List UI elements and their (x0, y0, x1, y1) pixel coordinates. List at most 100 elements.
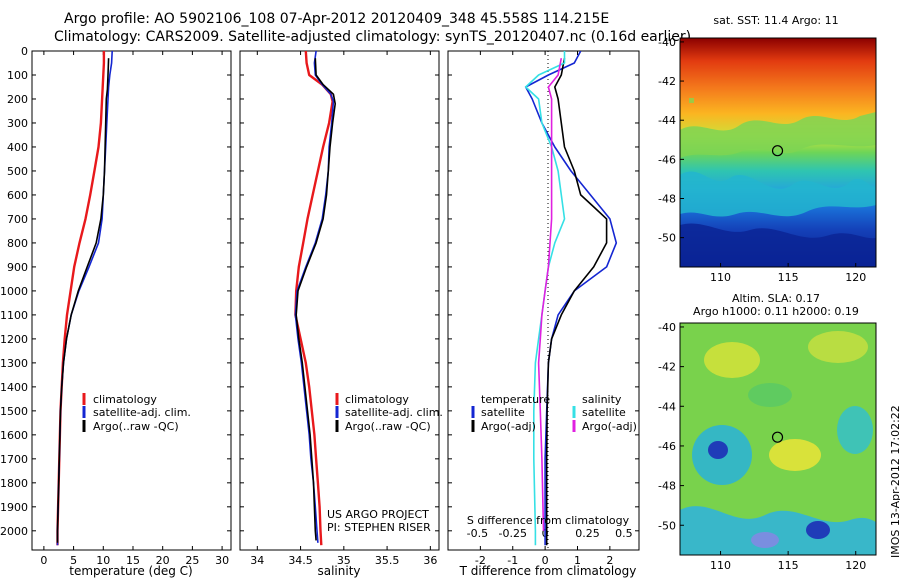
map-y-tick-label: -50 (658, 519, 676, 532)
x-tick-label: 30 (215, 554, 229, 567)
x-tick-label: -2 (475, 554, 486, 567)
legend-label-s-argo: Argo(-adj) (582, 420, 637, 433)
map-y-tick-label: -46 (658, 153, 676, 166)
sst-map-panel: sat. SST: 11.4 Argo: 11 110 115 120 -40 -42 -… (658, 14, 877, 284)
temperature-ticks: 0 5 10 15 20 25 300100200300400500600700800900… (0, 45, 231, 567)
difference-legend: temperature satellite Argo(-adj) salinit… (471, 393, 637, 433)
series-line-argo-raw-qc- (56, 58, 110, 543)
x2-tick-label: 0.25 (575, 527, 600, 540)
sst-cold-pool (680, 223, 876, 267)
sla-mid-blob (748, 383, 792, 407)
x-tick-label: -1 (507, 554, 518, 567)
x-tick-label: 36 (423, 554, 437, 567)
map-x-tick-label: 115 (778, 271, 799, 284)
sla-high-blob (704, 342, 760, 378)
y-tick-label: 700 (7, 213, 28, 226)
sst-map-frame (679, 37, 877, 268)
y-tick-label: 200 (7, 93, 28, 106)
difference-lines (524, 51, 618, 546)
salinity-panel: 34 34.5 35 35.5 36 salinity climatology sate… (239, 50, 443, 578)
y-tick-label: 1400 (0, 381, 28, 394)
map-y-tick-label: -46 (658, 440, 676, 453)
figure-title-line2: Climatology: CARS2009. Satellite-adjuste… (54, 29, 692, 45)
x2-tick-label: -0.5 (467, 527, 488, 540)
sla-high-blob (769, 439, 821, 471)
temperature-panel: 0 5 10 15 20 25 300100200300400500600700800900… (0, 45, 232, 578)
legend-label-argo: Argo(..raw -QC) (345, 420, 431, 433)
sla-map-frame (679, 322, 877, 556)
map-x-tick-label: 110 (710, 559, 731, 572)
sla-low-band (680, 506, 876, 555)
map-y-tick-label: -44 (658, 114, 676, 127)
sla-map-features (680, 331, 876, 555)
x2-tick-label: 0.5 (615, 527, 633, 540)
y-tick-label: 1900 (0, 501, 28, 514)
y-tick-label: 300 (7, 117, 28, 130)
y-tick-label: 1600 (0, 429, 28, 442)
x-tick-label: 34.5 (288, 554, 313, 567)
map-y-tick-label: -42 (658, 75, 676, 88)
legend-label-s-satellite: satellite (582, 406, 626, 419)
legend-label-satellite: satellite-adj. clim. (345, 406, 443, 419)
x-tick-label: 35 (337, 554, 351, 567)
figure-title-line1: Argo profile: AO 5902106_108 07-Apr-2012… (64, 11, 610, 27)
y-tick-label: 1100 (0, 309, 28, 322)
x-tick-label: 35.5 (375, 554, 400, 567)
legend-label-t-argo: Argo(-adj) (481, 420, 536, 433)
sla-low-blob (806, 521, 830, 539)
sst-land-fleck (689, 98, 694, 103)
x-tick-label: 15 (126, 554, 140, 567)
x-tick-label: 25 (185, 554, 199, 567)
map-y-tick-label: -42 (658, 361, 676, 374)
sla-map-panel: Altim. SLA: 0.17 Argo h1000: 0.11 h2000:… (658, 292, 877, 572)
pi-credit: PI: STEPHEN RISER (327, 521, 431, 534)
x-tick-label: 34 (250, 554, 264, 567)
x-tick-label: 10 (96, 554, 110, 567)
sst-warm-tongue (680, 112, 876, 158)
legend-label-satellite: satellite-adj. clim. (93, 406, 191, 419)
y-tick-label: 1300 (0, 357, 28, 370)
x-tick-label: 1 (574, 554, 581, 567)
series-line-argo-raw-qc- (295, 58, 337, 541)
sst-map-title: sat. SST: 11.4 Argo: 11 (713, 14, 838, 27)
salinity-xlabel: salinity (317, 564, 360, 578)
x-tick-label: 0 (40, 554, 47, 567)
temperature-lines (56, 51, 113, 546)
x-tick-label: 20 (156, 554, 170, 567)
temperature-legend: climatology satellite-adj. clim. Argo(..… (82, 393, 191, 433)
legend-header-temperature: temperature (481, 393, 550, 406)
series-line-s-satellite (524, 51, 566, 546)
y-tick-label: 1200 (0, 333, 28, 346)
map-x-tick-label: 120 (845, 271, 866, 284)
sst-front-cyan (680, 171, 876, 217)
argo-location-marker (771, 431, 784, 443)
x-tick-label: 2 (606, 554, 613, 567)
imos-timestamp: IMOS 13-Apr-2012 17:02:22 (889, 405, 900, 558)
map-y-tick-label: -48 (658, 192, 676, 205)
y-tick-label: 400 (7, 141, 28, 154)
y-tick-label: 500 (7, 165, 28, 178)
sla-low-blob (751, 532, 779, 548)
salinity-axes-frame (239, 50, 440, 551)
map-y-tick-label: -44 (658, 400, 676, 413)
map-y-tick-label: -50 (658, 232, 676, 245)
x-tick-label: 0 (542, 554, 549, 567)
y-tick-label: 1700 (0, 453, 28, 466)
y-tick-label: 1000 (0, 285, 28, 298)
legend-label-climatology: climatology (93, 393, 157, 406)
sla-map-title: Altim. SLA: 0.17 (732, 292, 820, 305)
y-tick-label: 1800 (0, 477, 28, 490)
legend-label-climatology: climatology (345, 393, 409, 406)
map-x-tick-label: 120 (845, 559, 866, 572)
salinity-legend: climatology satellite-adj. clim. Argo(..… (335, 393, 443, 433)
map-y-tick-label: -40 (658, 321, 676, 334)
sla-map-subtitle: Argo h1000: 0.11 h2000: 0.19 (693, 305, 859, 318)
difference-xlabel: T difference from climatology (459, 564, 637, 578)
salinity-lines (294, 51, 337, 546)
y-tick-label: 100 (7, 69, 28, 82)
y-tick-label: 600 (7, 189, 28, 202)
y-tick-label: 0 (21, 45, 28, 58)
difference-panel: -2 -1 0 1 2-0.5 -0.25 0 0.25 0.5 T difference fr… (447, 50, 640, 578)
y-tick-label: 2000 (0, 525, 28, 538)
